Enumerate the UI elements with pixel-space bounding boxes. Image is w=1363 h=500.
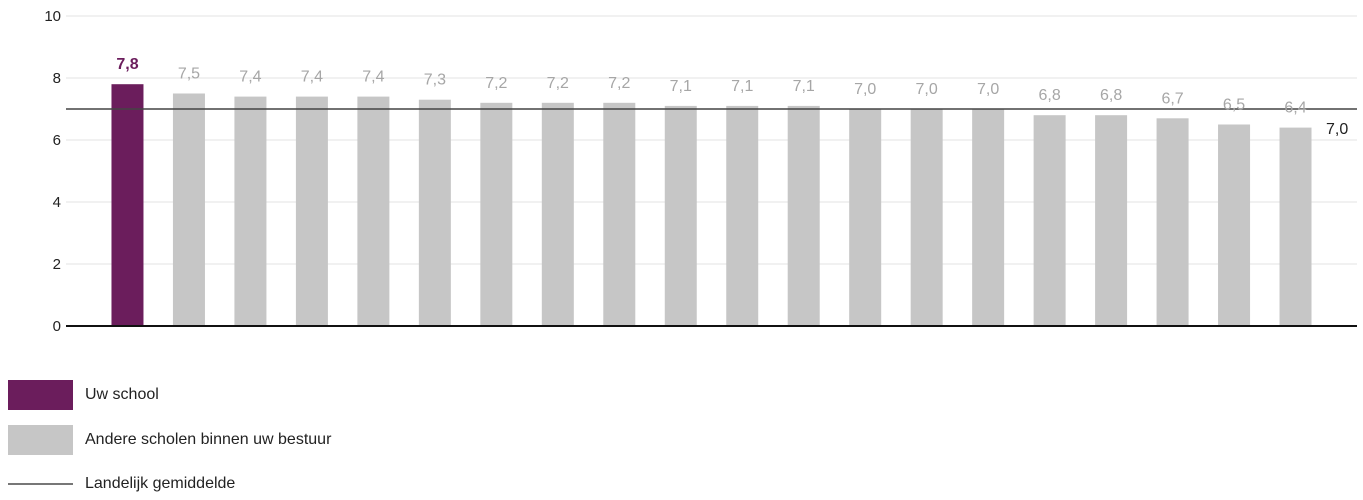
legend-item-andere-scholen: Andere scholen binnen uw bestuur bbox=[8, 425, 331, 455]
data-label-18: 6,7 bbox=[1161, 90, 1183, 107]
bar-7 bbox=[480, 102, 513, 326]
bar-16 bbox=[1033, 115, 1066, 326]
data-labels: 7,8 7,5 7,4 7,4 7,4 7,3 7,2 7,2 7,2 7,1 7,1 7,1 7,0 7… bbox=[116, 56, 1306, 116]
y-tick-label-8: 8 bbox=[53, 70, 61, 87]
data-label-2: 7,5 bbox=[178, 66, 200, 83]
data-label-19: 6,5 bbox=[1223, 97, 1245, 114]
data-label-8: 7,2 bbox=[547, 75, 569, 92]
legend-label-andere-scholen: Andere scholen binnen uw bestuur bbox=[85, 431, 332, 448]
reference-line-label: 7,0 bbox=[1326, 121, 1348, 138]
y-tick-label-10: 10 bbox=[44, 8, 61, 25]
data-label-14: 7,0 bbox=[916, 81, 938, 98]
y-tick-label-6: 6 bbox=[53, 132, 61, 149]
bar-6 bbox=[418, 99, 451, 326]
data-label-5: 7,4 bbox=[362, 69, 384, 86]
y-tick-label-0: 0 bbox=[53, 318, 61, 335]
bars bbox=[111, 84, 1312, 327]
bar-9 bbox=[603, 102, 636, 326]
data-label-11: 7,1 bbox=[731, 78, 753, 95]
bar-18 bbox=[1156, 118, 1189, 326]
legend-label-landelijk-gemiddelde: Landelijk gemiddelde bbox=[85, 475, 236, 492]
data-label-7: 7,2 bbox=[485, 75, 507, 92]
legend: Uw school Andere scholen binnen uw bestu… bbox=[0, 370, 600, 500]
bar-4 bbox=[295, 96, 328, 326]
reference-line-group: 7,0 bbox=[66, 108, 1357, 138]
gridlines bbox=[66, 15, 1357, 265]
legend-label-uw-school: Uw school bbox=[85, 386, 159, 403]
data-label-15: 7,0 bbox=[977, 81, 999, 98]
y-tick-label-2: 2 bbox=[53, 256, 61, 273]
bar-3 bbox=[234, 96, 267, 326]
data-label-20: 6,4 bbox=[1284, 100, 1306, 117]
y-axis-tick-labels: 0 2 4 6 8 10 bbox=[44, 8, 61, 335]
data-label-4: 7,4 bbox=[301, 69, 323, 86]
legend-line-marker bbox=[8, 469, 73, 499]
legend-line-swatch bbox=[8, 483, 73, 485]
data-label-1: 7,8 bbox=[116, 56, 138, 73]
bar-15 bbox=[972, 109, 1005, 326]
data-label-10: 7,1 bbox=[670, 78, 692, 95]
bar-13 bbox=[849, 109, 882, 326]
legend-item-uw-school: Uw school bbox=[8, 380, 159, 410]
data-label-3: 7,4 bbox=[239, 69, 261, 86]
data-label-16: 6,8 bbox=[1038, 87, 1060, 104]
bar-19 bbox=[1218, 124, 1251, 326]
bar-2 bbox=[172, 93, 205, 326]
y-tick-label-4: 4 bbox=[53, 194, 61, 211]
data-label-12: 7,1 bbox=[793, 78, 815, 95]
bar-1 bbox=[111, 84, 144, 326]
data-label-6: 7,3 bbox=[424, 72, 446, 89]
bar-17 bbox=[1095, 115, 1128, 326]
legend-swatch-uw-school bbox=[8, 380, 73, 410]
data-label-17: 6,8 bbox=[1100, 87, 1122, 104]
legend-item-landelijk-gemiddelde: Landelijk gemiddelde bbox=[8, 469, 235, 499]
data-label-9: 7,2 bbox=[608, 75, 630, 92]
data-label-13: 7,0 bbox=[854, 81, 876, 98]
bar-5 bbox=[357, 96, 390, 326]
bar-8 bbox=[541, 102, 574, 326]
legend-swatch-andere-scholen bbox=[8, 425, 73, 455]
bar-12 bbox=[787, 105, 820, 327]
bar-11 bbox=[726, 105, 759, 327]
bar-14 bbox=[910, 109, 943, 326]
bar-10 bbox=[664, 105, 697, 327]
bar-20 bbox=[1279, 127, 1312, 326]
